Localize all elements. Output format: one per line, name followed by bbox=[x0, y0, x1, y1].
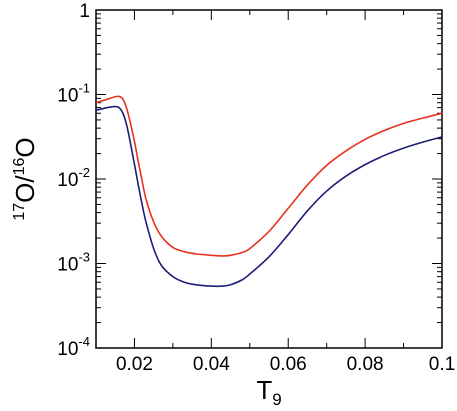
y-tick-label: 1 bbox=[79, 1, 90, 22]
y-axis-label-base2: O bbox=[10, 137, 40, 157]
x-tick-label: 0.06 bbox=[270, 354, 307, 375]
tick-labels: 0.02 0.04 0.06 0.08 0.1 1 10-1 10-2 10-3 10-4 bbox=[57, 1, 455, 375]
y-tick-label: 10-2 bbox=[57, 165, 90, 191]
plot-frame bbox=[95, 9, 443, 349]
x-tick-label: 0.1 bbox=[429, 354, 455, 375]
x-axis-label-sub: 9 bbox=[272, 390, 281, 409]
y-axis-label-sup1: 17 bbox=[11, 203, 28, 221]
series-line-2 bbox=[95, 105, 443, 288]
y-axis-label: 17O/16O bbox=[10, 137, 40, 220]
y-tick-label: 10-1 bbox=[57, 81, 90, 107]
series-group bbox=[95, 95, 443, 288]
x-tick-label: 0.02 bbox=[116, 354, 153, 375]
y-axis-label-sup2: 16 bbox=[11, 157, 28, 175]
series-line-1 bbox=[95, 95, 443, 257]
x-tick-label: 0.08 bbox=[347, 354, 384, 375]
y-axis-label-base1: O/ bbox=[10, 175, 40, 203]
y-tick-label: 10-3 bbox=[57, 250, 90, 276]
x-axis-label-base: T bbox=[256, 375, 272, 405]
ticks bbox=[96, 10, 442, 348]
x-tick-label: 0.04 bbox=[193, 354, 230, 375]
x-axis-label: T9 bbox=[256, 375, 281, 409]
y-tick-label: 10-4 bbox=[57, 334, 90, 360]
